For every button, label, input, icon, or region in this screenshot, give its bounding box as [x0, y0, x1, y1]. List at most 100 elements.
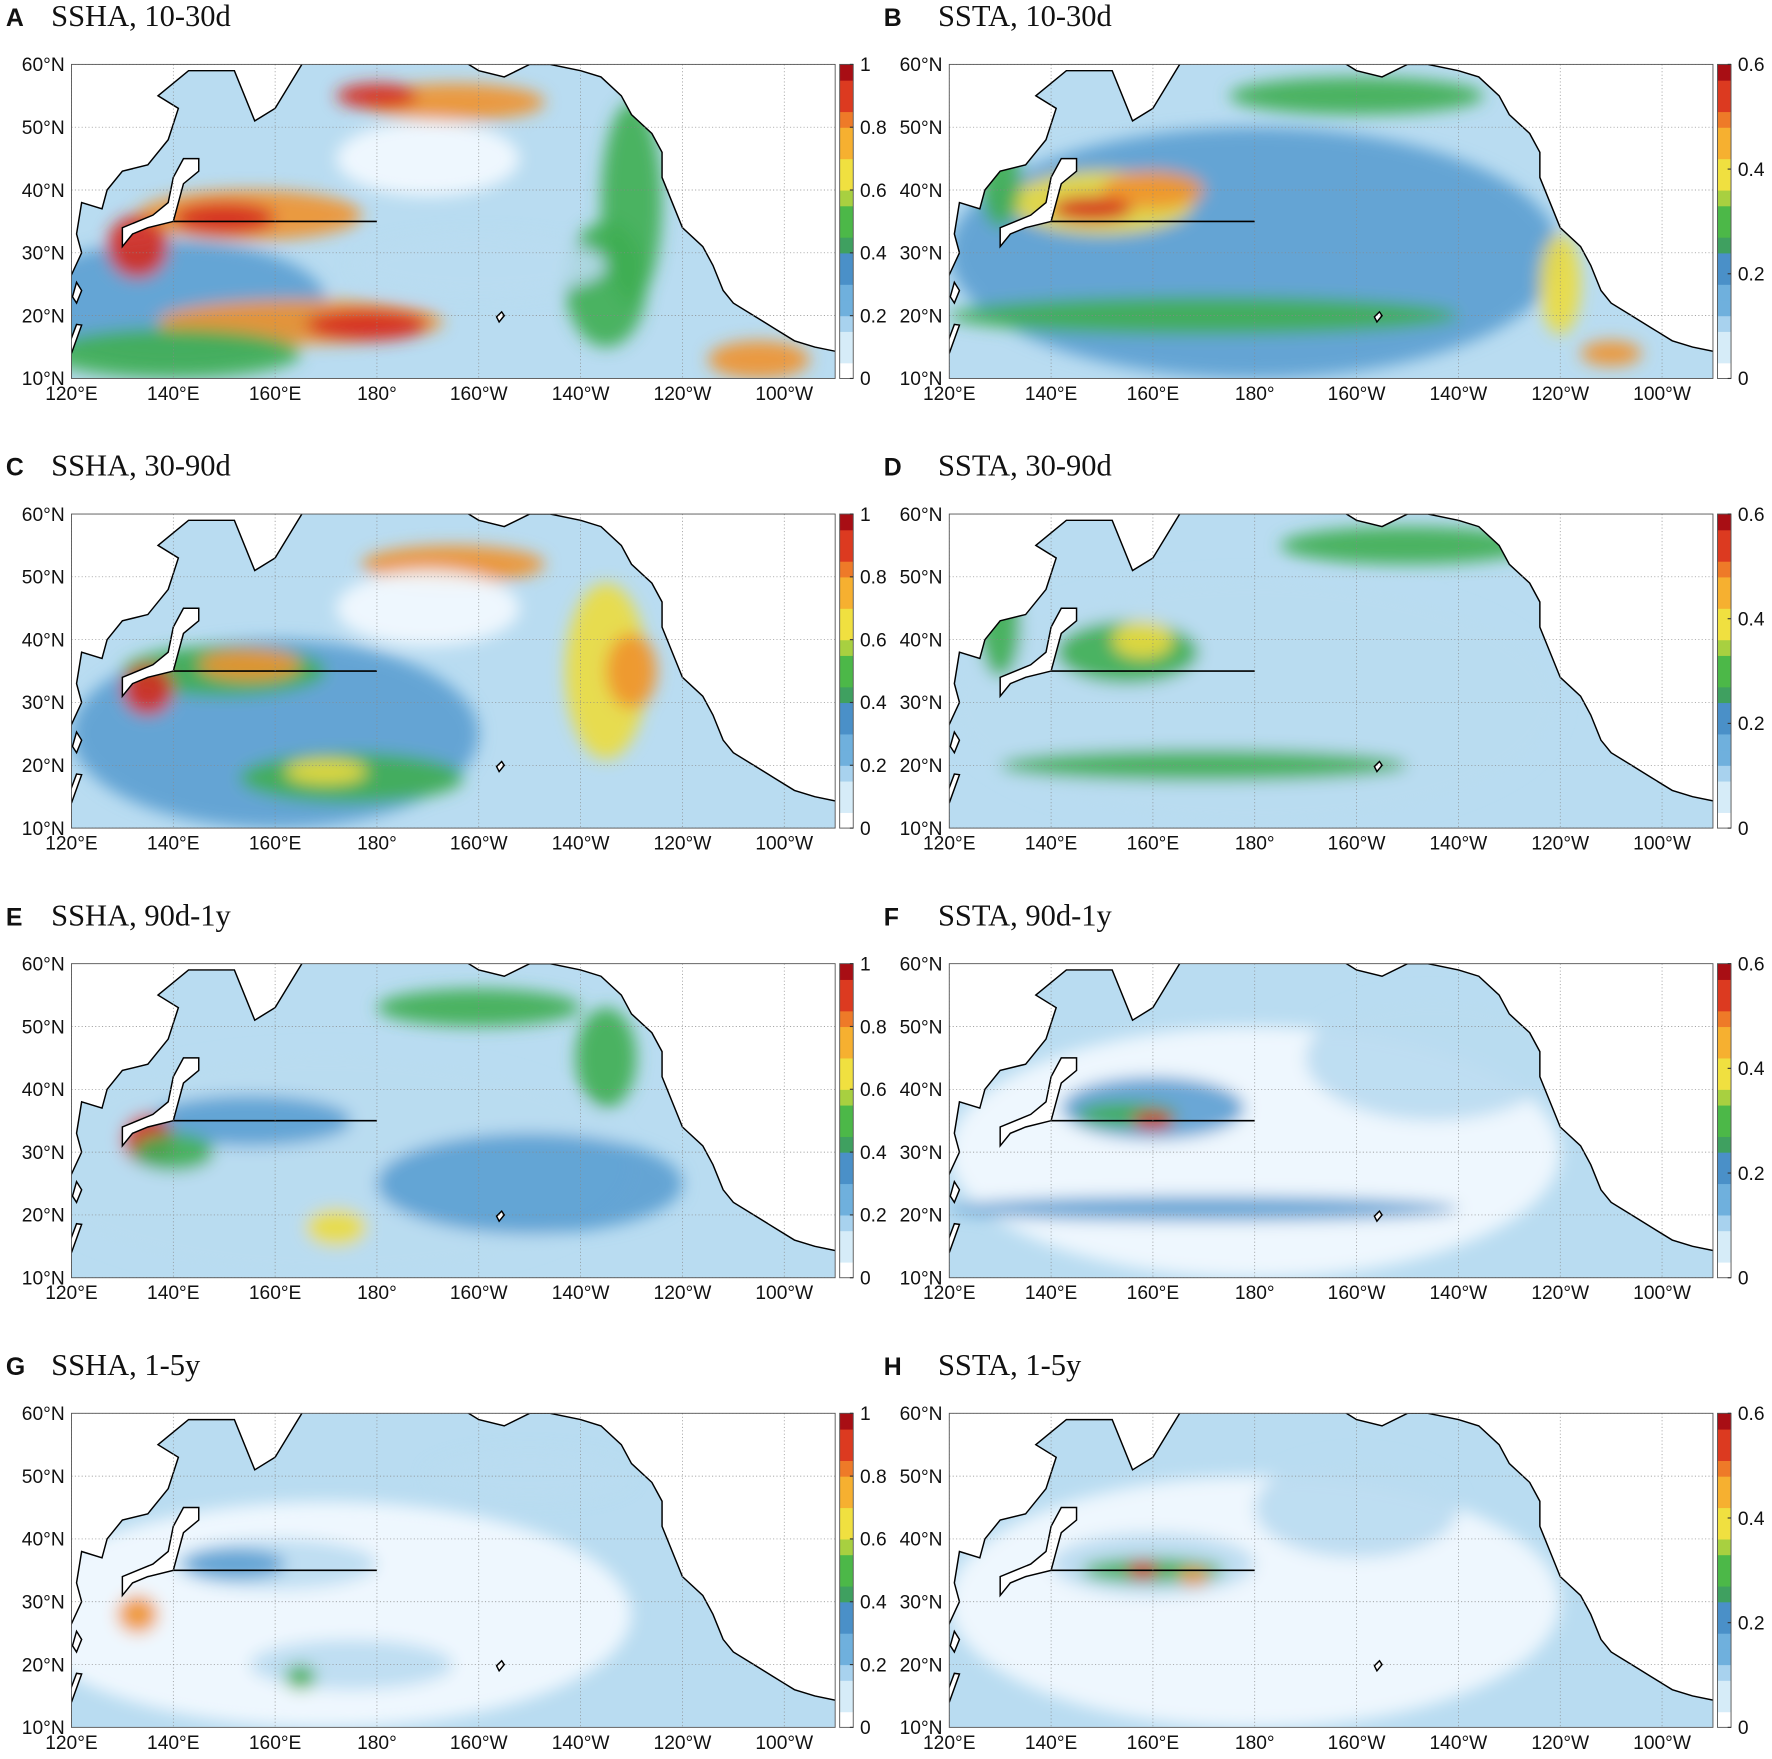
lat-tick-label: 60°N: [900, 1404, 943, 1425]
lat-tick-label: 10°N: [22, 369, 65, 390]
lat-tick-label: 20°N: [22, 1206, 65, 1227]
colorbar-segment: [1717, 1042, 1732, 1059]
map-frame: [948, 513, 1714, 829]
lon-tick-label: 120°W: [1531, 1283, 1590, 1304]
land: [949, 1222, 961, 1253]
map-frame: [71, 513, 836, 829]
lon-tick-label: 120°E: [923, 1283, 976, 1304]
panel-letter: F: [884, 904, 899, 931]
panel-letter: G: [6, 1354, 25, 1381]
colorbar-segment: [839, 1601, 854, 1619]
colorbar-segment: [839, 1680, 854, 1697]
lon-tick-label: 160°E: [1127, 834, 1180, 855]
panel: A SSHA, 10-30d 10°N 20°N 30°N 40°N 50°N 60°N 120…: [6, 0, 887, 405]
panel-title: SSHA, 30-90d: [51, 449, 231, 483]
colorbar-segment: [1717, 749, 1732, 766]
colorbar-segment: [839, 347, 854, 364]
colorbar-segment: [839, 158, 854, 175]
land: [71, 280, 83, 305]
colorbar-tick-label: 0.4: [1738, 1059, 1765, 1080]
lon-tick-label: 120°E: [923, 1733, 976, 1754]
lat-tick-label: 20°N: [900, 756, 943, 777]
colorbar-segment: [839, 655, 854, 672]
colorbar-tick-label: 0.6: [1738, 1404, 1765, 1425]
colorbar-segment: [839, 1167, 854, 1185]
land: [1344, 514, 1713, 802]
colorbar-segment: [1717, 1199, 1732, 1216]
colorbar-segment: [839, 963, 854, 980]
colorbar-segment: [839, 1460, 854, 1477]
lon-tick-label: 160°E: [1127, 1283, 1180, 1304]
colorbar-segment: [1717, 1617, 1732, 1634]
colorbar-segment: [839, 718, 854, 735]
colorbar-segment: [839, 1010, 854, 1028]
land: [71, 1629, 83, 1654]
colorbar-tick-label: 0.4: [1738, 1509, 1765, 1530]
colorbar-segment: [839, 142, 854, 160]
colorbar-segment: [1717, 174, 1732, 191]
colorbar-segment: [1717, 576, 1732, 594]
colorbar-segment: [839, 639, 854, 656]
colorbar-segment: [1717, 362, 1732, 380]
land: [949, 323, 961, 354]
colorbar-segment: [1717, 671, 1732, 688]
land: [121, 1057, 200, 1148]
colorbar-tick-label: 0: [1738, 819, 1749, 840]
colorbar-segment: [1717, 812, 1732, 829]
panel-title: SSTA, 10-30d: [938, 0, 1112, 33]
lon-tick-label: 140°W: [552, 1283, 611, 1304]
colorbar-segment: [1717, 1507, 1732, 1524]
colorbar-segment: [839, 1230, 854, 1247]
map: [71, 514, 836, 829]
colorbar-segment: [1717, 1554, 1732, 1571]
land: [949, 730, 961, 755]
anomaly-patch: [1178, 1567, 1209, 1587]
lat-tick-label: 30°N: [22, 244, 65, 265]
land: [949, 1179, 961, 1204]
colorbar-segment: [839, 315, 854, 332]
colorbar-frame: [839, 63, 854, 379]
lat-tick-label: 50°N: [900, 1017, 943, 1038]
colorbar-segment: [1717, 1010, 1732, 1028]
colorbar-segment: [1717, 315, 1732, 332]
lon-tick-label: 120°E: [923, 834, 976, 855]
colorbar-segment: [839, 268, 854, 285]
lon-tick-label: 140°W: [1430, 834, 1489, 855]
colorbar-segment: [839, 1262, 854, 1279]
colorbar-segment: [1717, 1026, 1732, 1043]
lon-tick-label: 140°E: [1025, 1283, 1078, 1304]
colorbar-segment: [1717, 608, 1732, 625]
colorbar-segment: [839, 1136, 854, 1153]
colorbar-segment: [1717, 514, 1732, 531]
lon-tick-label: 120°E: [45, 1283, 98, 1304]
colorbar-segment: [839, 80, 854, 97]
colorbar-segment: [839, 111, 854, 128]
lat-tick-label: 40°N: [900, 181, 943, 202]
land: [1373, 760, 1383, 773]
colorbar-segment: [839, 1633, 854, 1650]
colorbar-segment: [1717, 733, 1732, 751]
colorbar-segment: [1717, 111, 1732, 128]
colorbar-segment: [1717, 80, 1732, 97]
lat-tick-label: 30°N: [900, 244, 943, 265]
colorbar-segment: [839, 1429, 854, 1446]
lon-tick-label: 100°W: [755, 1733, 814, 1754]
map: [949, 64, 1713, 379]
colorbar-segment: [1717, 1183, 1732, 1200]
panel-letter: A: [6, 5, 24, 32]
colorbar-segment: [839, 95, 854, 113]
colorbar-segment: [839, 299, 854, 317]
lat-tick-label: 60°N: [22, 505, 65, 526]
lon-tick-label: 120°E: [45, 1733, 98, 1754]
field: [71, 83, 831, 379]
colorbar-tick-label: 0: [1738, 1269, 1749, 1290]
lat-tick-label: 10°N: [900, 1718, 943, 1739]
map: [71, 1413, 836, 1728]
land: [467, 1413, 836, 1701]
lat-tick-label: 30°N: [900, 693, 943, 714]
colorbar-segment: [839, 331, 854, 348]
map-frame: [71, 63, 836, 379]
lon-tick-label: 160°E: [249, 1283, 302, 1304]
lat-tick-label: 40°N: [22, 1530, 65, 1551]
lat-tick-label: 20°N: [22, 1655, 65, 1676]
